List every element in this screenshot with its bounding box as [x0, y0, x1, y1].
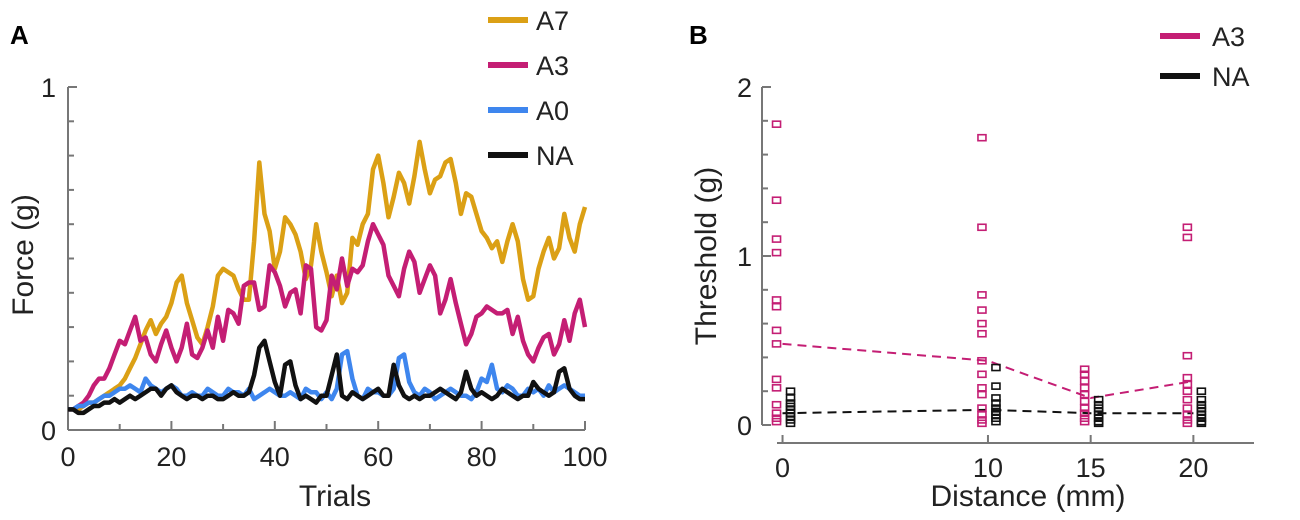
point-a3	[977, 306, 987, 314]
point-a3	[977, 356, 987, 365]
point-a3	[1182, 404, 1193, 412]
point-a3	[771, 120, 782, 128]
panel-b-x-tick-label: 20	[1178, 453, 1208, 483]
series-line-na	[68, 338, 585, 416]
legend-label-na: NA	[1212, 62, 1250, 92]
point-a3	[771, 326, 782, 335]
point-na	[1196, 395, 1207, 404]
point-a3	[1182, 223, 1193, 232]
point-a3	[1182, 419, 1193, 428]
point-a3	[977, 329, 987, 338]
point-a3	[1079, 397, 1090, 406]
point-a3	[1079, 409, 1090, 417]
legend-label-na: NA	[536, 141, 574, 171]
panel-a-x-tick-label: 0	[60, 442, 75, 472]
panel-a-x-tick-label: 40	[260, 442, 290, 472]
panel-b-x-tick-label: 15	[1076, 453, 1106, 483]
panel-b-y-tick-label: 2	[737, 73, 752, 103]
point-a3	[1182, 411, 1193, 419]
panel-a-x-tick-label: 20	[156, 442, 186, 472]
point-a3	[771, 302, 782, 311]
panel-a-x-tick-label: 80	[467, 442, 497, 472]
point-a3	[1079, 384, 1090, 392]
point-na	[1196, 387, 1207, 396]
panel-a-lines	[68, 139, 588, 416]
mean-line-a3	[782, 342, 1194, 400]
point-a3	[1079, 404, 1090, 412]
mean-line-na	[782, 408, 1194, 415]
point-a3	[1182, 373, 1193, 382]
point-a3	[771, 196, 782, 205]
point-a3	[771, 400, 782, 409]
panel-b-axes	[761, 87, 1254, 444]
panel-b-mean-lines	[782, 342, 1194, 415]
series-line-a0	[68, 348, 585, 412]
panel-a-ylabel: Force (g)	[7, 194, 40, 316]
panel-a-y-tick-label: 1	[41, 73, 56, 103]
panel-b-points	[771, 120, 1207, 428]
point-na	[991, 363, 1001, 372]
point-a3	[1079, 377, 1090, 385]
legend-label-a3: A3	[536, 51, 569, 81]
point-a3	[771, 296, 782, 304]
legend-label-a3: A3	[1212, 22, 1245, 52]
panel-a-x-tick-label: 60	[363, 442, 393, 472]
point-a3	[977, 223, 987, 232]
series-line-a3	[68, 221, 588, 412]
point-a3	[771, 417, 782, 426]
point-na	[991, 394, 1001, 402]
point-na	[785, 394, 796, 402]
legend-label-a7: A7	[536, 6, 569, 36]
point-a3	[1079, 365, 1090, 374]
panel-a-y-tick-label: 0	[41, 416, 56, 446]
panel-a-x-tick-label: 100	[562, 442, 607, 472]
point-a3	[771, 375, 782, 384]
point-a3	[977, 411, 987, 419]
point-a3	[977, 133, 987, 142]
legend-label-a0: A0	[536, 96, 569, 126]
point-a3	[771, 409, 782, 417]
point-a3	[977, 370, 987, 379]
point-a3	[1079, 417, 1090, 426]
point-na	[1093, 419, 1104, 428]
panel-b-letter: B	[689, 20, 708, 50]
point-a3	[977, 390, 987, 399]
point-a3	[771, 248, 782, 257]
point-a3	[1182, 395, 1193, 404]
panel-b-x-tick-label: 10	[973, 453, 1003, 483]
series-line-a7	[68, 139, 588, 412]
panel-b-y-tick-label: 0	[737, 411, 752, 441]
point-a3	[1182, 387, 1193, 396]
point-na	[991, 417, 1001, 426]
panel-b-y-tick-label: 1	[737, 242, 752, 272]
panel-b-xlabel: Distance (mm)	[930, 480, 1125, 513]
point-na	[785, 387, 796, 396]
panel-b-legend: A3 NA	[1160, 22, 1250, 92]
panel-a: A 0 20 40 60 80 100 0 1 Trials Force (g) A7 A3 A0…	[7, 6, 608, 513]
point-a3	[977, 419, 987, 428]
panel-a-xlabel: Trials	[299, 480, 371, 513]
panel-a-legend: A7 A3 A0 NA	[488, 6, 574, 171]
point-a3	[1182, 351, 1193, 360]
point-a3	[1182, 233, 1193, 242]
point-a3	[977, 319, 987, 328]
point-na	[991, 399, 1001, 407]
point-na	[991, 382, 1001, 390]
panel-a-ticks: 0 20 40 60 80 100 0 1	[41, 73, 608, 472]
point-na	[1196, 419, 1207, 428]
panel-b-x-tick-label: 0	[775, 453, 790, 483]
panel-a-letter: A	[10, 20, 29, 50]
point-a3	[771, 384, 782, 392]
point-a3	[977, 291, 987, 299]
point-na	[785, 419, 796, 428]
point-a3	[771, 235, 782, 243]
point-a3	[977, 384, 987, 392]
point-na	[1093, 395, 1104, 404]
panel-b-ylabel: Threshold (g)	[690, 167, 723, 345]
point-a3	[771, 340, 782, 348]
